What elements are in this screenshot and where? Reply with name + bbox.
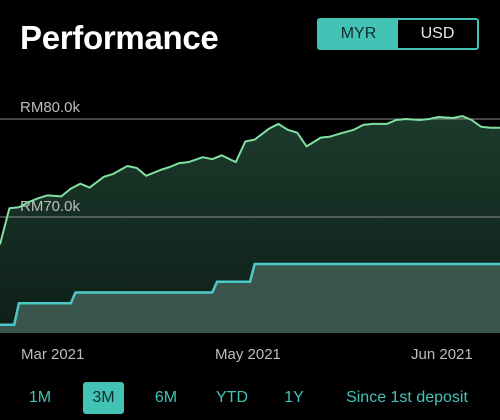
x-tick-label: May 2021 [215,346,281,363]
range-since-first-deposit-button[interactable]: Since 1st deposit [346,389,468,406]
currency-option-usd[interactable]: USD [420,25,455,42]
x-tick-label: Mar 2021 [21,346,84,363]
deposit-area [0,264,500,333]
range-6m-button[interactable]: 6M [154,389,178,406]
range-1y-button[interactable]: 1Y [284,389,304,406]
range-1m-button[interactable]: 1M [28,389,52,406]
currency-option-myr[interactable]: MYR [319,20,398,48]
portfolio-line [0,115,500,245]
currency-toggle: MYR USD [317,18,479,50]
range-ytd-button[interactable]: YTD [216,389,248,406]
y-tick-label: RM70.0k [20,198,81,215]
y-tick-label: RM80.0k [20,99,81,116]
x-tick-label: Jun 2021 [411,346,473,363]
performance-chart: RM80.0k RM70.0k Mar 2021 May 2021 Jun 20… [0,99,500,363]
range-selector: 1M 3M 6M YTD 1Y Since 1st deposit [0,380,500,416]
deposit-line [0,262,500,327]
page-title: Performance [20,19,219,56]
range-3m-button[interactable]: 3M [83,382,124,414]
